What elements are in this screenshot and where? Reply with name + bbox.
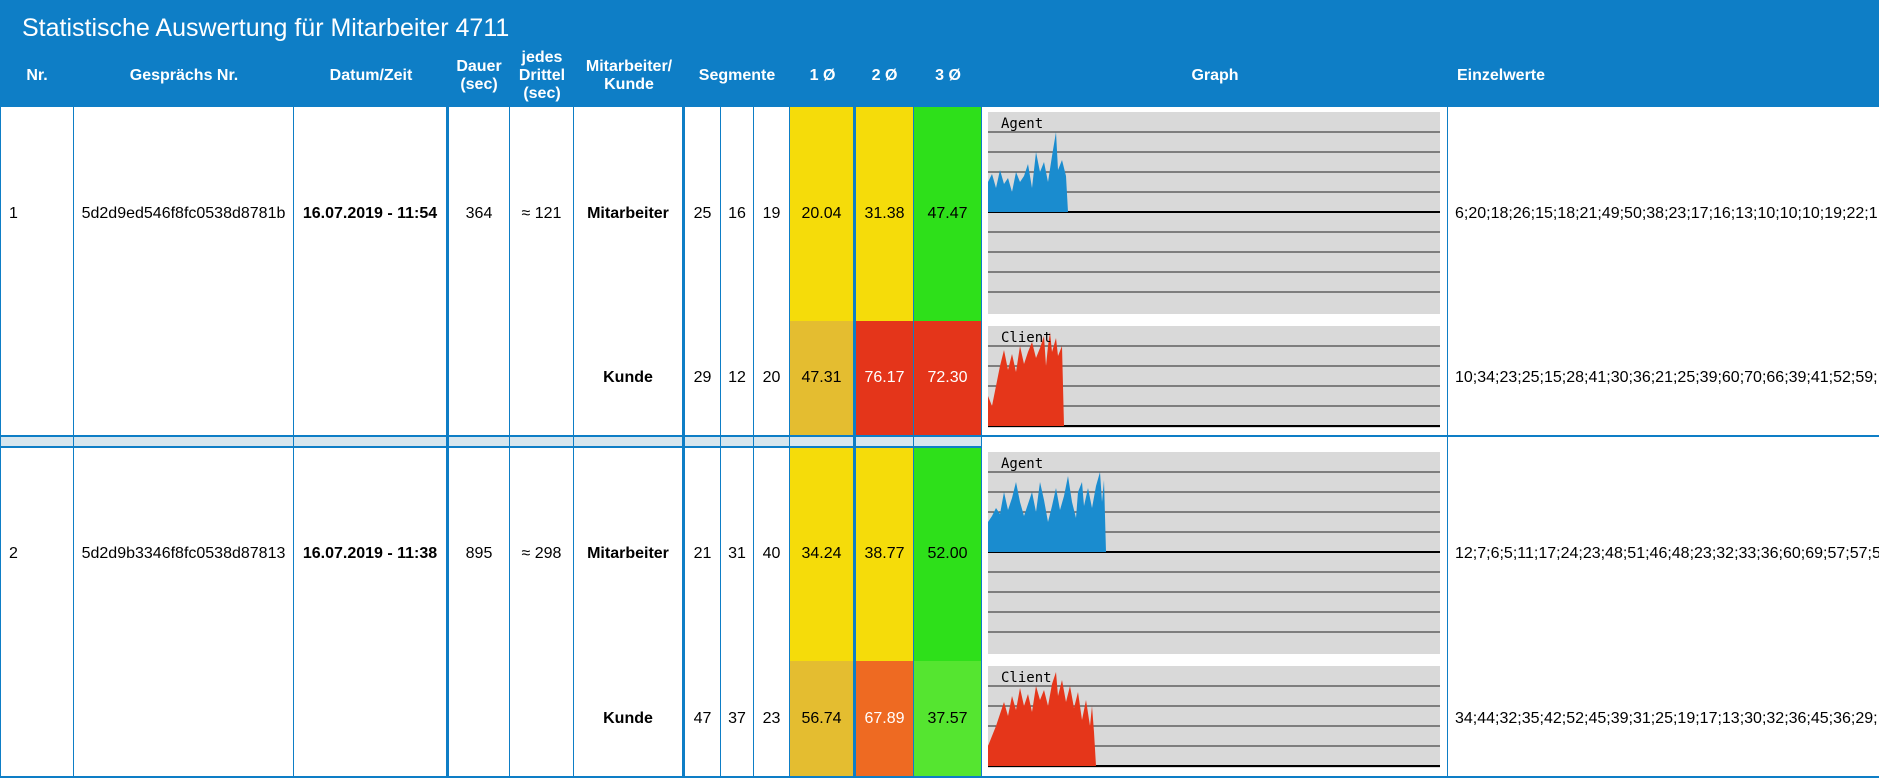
row-separator (0, 436, 982, 447)
cell-drittel: ≈ 121 (521, 205, 562, 222)
graph-label: Client (1001, 330, 1052, 346)
avg-cell-bg (790, 661, 855, 778)
column-header-graph[interactable]: Graph (1191, 67, 1239, 84)
cell-segment: 40 (762, 545, 781, 562)
divider (913, 107, 914, 778)
graph-label: Agent (1001, 116, 1043, 132)
avg-cell-bg (914, 321, 982, 436)
cell-avg: 31.38 (864, 205, 905, 222)
column-header-drittel[interactable]: jedes Drittel (sec) (518, 49, 566, 102)
cell-avg: 34.24 (801, 545, 842, 562)
divider (981, 107, 982, 778)
column-header-rolle[interactable]: Mitarbeiter/ Kunde (585, 58, 673, 93)
cell-segment: 31 (728, 545, 746, 562)
cell-avg: 20.04 (801, 205, 842, 222)
cell-segment: 29 (693, 369, 712, 386)
avg-cell-bg (790, 107, 855, 321)
cell-segment: 12 (728, 369, 746, 386)
cell-einzelwerte: 10;34;23;25;15;28;41;30;36;21;25;39;60;7… (1455, 369, 1878, 386)
graph-label: Client (1001, 670, 1052, 686)
divider (293, 107, 294, 778)
cell-nr: 1 (9, 205, 18, 222)
cell-avg: 52.00 (927, 545, 968, 562)
divider (73, 107, 74, 778)
cell-dauer: 895 (465, 545, 493, 562)
divider (573, 107, 574, 778)
divider (853, 107, 856, 778)
divider (446, 107, 449, 778)
divider (720, 107, 721, 778)
divider (0, 446, 982, 448)
cell-avg: 76.17 (864, 369, 905, 386)
cell-avg: 37.57 (927, 709, 968, 727)
avg-cell-bg (855, 107, 914, 321)
cell-einzelwerte: 6;20;18;26;15;18;21;49;50;38;23;17;16;13… (1455, 205, 1878, 222)
cell-datum: 16.07.2019 - 11:54 (302, 205, 438, 222)
divider (789, 107, 790, 778)
cell-dauer: 364 (465, 205, 493, 222)
cell-segment: 16 (728, 205, 746, 222)
cell-avg: 47.47 (927, 205, 968, 222)
cell-avg: 38.77 (864, 545, 905, 562)
cell-rolle: Kunde (603, 709, 653, 727)
cell-segment: 25 (693, 205, 712, 222)
column-header-avg1[interactable]: 1 Ø (809, 67, 836, 84)
cell-segment: 23 (762, 709, 781, 727)
column-header-dauer[interactable]: Dauer (sec) (456, 58, 502, 93)
avg-cell-bg (914, 447, 982, 661)
divider (0, 776, 1879, 778)
cell-segment: 19 (762, 205, 781, 222)
divider (682, 107, 685, 778)
column-header-einzelwerte[interactable]: Einzelwerte (1457, 67, 1546, 84)
graph-client: Client (988, 326, 1440, 428)
divider (1447, 107, 1448, 778)
avg-cell-bg (914, 107, 982, 321)
cell-einzelwerte: 34;44;32;35;42;52;45;39;31;25;19;17;13;3… (1455, 709, 1878, 727)
cell-drittel: ≈ 298 (521, 545, 562, 562)
avg-cell-bg (855, 321, 914, 436)
column-header-avg2[interactable]: 2 Ø (871, 67, 898, 84)
cell-avg: 47.31 (801, 369, 842, 386)
column-header-datum[interactable]: Datum/Zeit (329, 67, 413, 84)
cell-nr: 2 (9, 545, 18, 562)
column-header-segmente[interactable]: Segmente (698, 67, 776, 84)
cell-einzelwerte: 12;7;6;5;11;17;24;23;48;51;46;48;23;32;3… (1455, 545, 1879, 562)
graph-label: Agent (1001, 456, 1043, 472)
avg-cell-bg (914, 661, 982, 778)
cell-rolle: Kunde (603, 369, 653, 386)
graph-agent: Agent (988, 112, 1440, 314)
avg-cell-bg (790, 321, 855, 436)
cell-segment: 37 (728, 709, 746, 727)
cell-gespraech: 5d2d9ed546f8fc0538d8781b (81, 205, 286, 222)
cell-datum: 16.07.2019 - 11:38 (302, 545, 438, 562)
cell-segment: 20 (762, 369, 781, 386)
cell-rolle: Mitarbeiter (587, 545, 669, 562)
cell-segment: 47 (693, 709, 712, 727)
divider (0, 107, 1, 778)
cell-avg: 72.30 (927, 369, 968, 386)
graph-client: Client (988, 666, 1440, 768)
graph-agent: Agent (988, 452, 1440, 654)
avg-cell-bg (855, 447, 914, 661)
cell-avg: 56.74 (801, 709, 842, 727)
page-title: Statistische Auswertung für Mitarbeiter … (22, 14, 510, 42)
avg-cell-bg (790, 447, 855, 661)
column-header-nr[interactable]: Nr. (26, 67, 48, 84)
cell-segment: 21 (693, 545, 712, 562)
divider (0, 435, 1879, 437)
divider (509, 107, 510, 778)
table-header-bar (0, 0, 1879, 107)
cell-avg: 67.89 (864, 709, 905, 727)
avg-cell-bg (855, 661, 914, 778)
cell-gespraech: 5d2d9b3346f8fc0538d87813 (81, 545, 286, 562)
column-header-avg3[interactable]: 3 Ø (935, 67, 961, 84)
cell-rolle: Mitarbeiter (587, 205, 669, 222)
divider (753, 107, 754, 778)
column-header-gespraech[interactable]: Gesprächs Nr. (129, 67, 239, 84)
